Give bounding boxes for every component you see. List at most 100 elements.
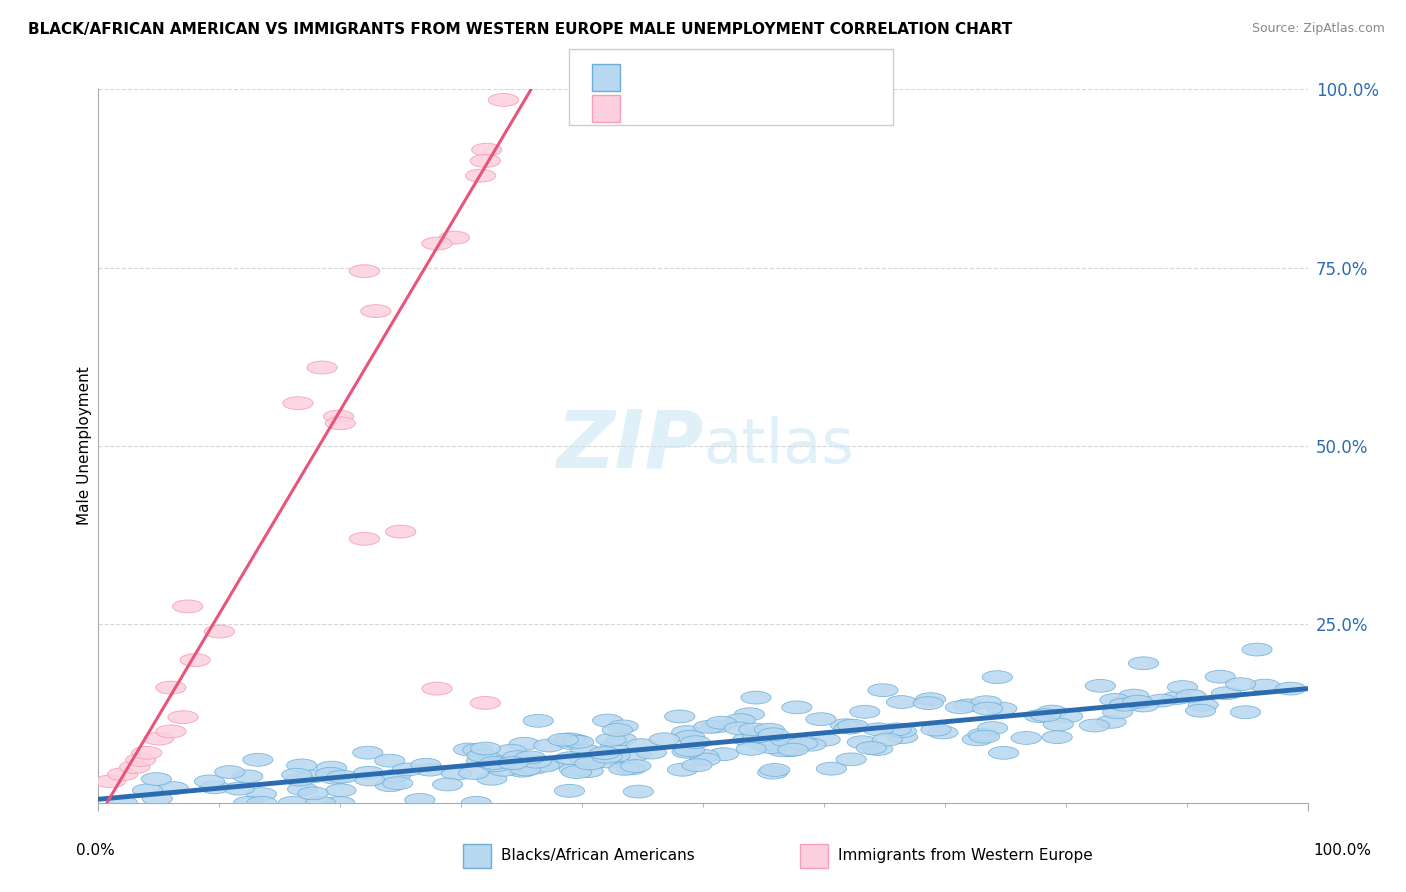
Ellipse shape xyxy=(962,733,993,746)
Ellipse shape xyxy=(1161,691,1192,705)
Ellipse shape xyxy=(1226,678,1256,690)
Ellipse shape xyxy=(592,750,621,764)
Ellipse shape xyxy=(278,797,308,809)
Ellipse shape xyxy=(548,733,578,747)
Ellipse shape xyxy=(489,764,519,776)
Ellipse shape xyxy=(681,736,710,748)
Ellipse shape xyxy=(734,708,765,721)
Text: atlas: atlas xyxy=(703,416,853,476)
Ellipse shape xyxy=(319,772,350,784)
Ellipse shape xyxy=(838,719,868,732)
Ellipse shape xyxy=(609,763,640,775)
Ellipse shape xyxy=(560,764,589,776)
Ellipse shape xyxy=(328,771,357,783)
Ellipse shape xyxy=(522,756,551,768)
Ellipse shape xyxy=(706,716,737,729)
Ellipse shape xyxy=(1212,687,1241,699)
Ellipse shape xyxy=(143,732,174,745)
Ellipse shape xyxy=(758,728,789,740)
Ellipse shape xyxy=(1175,690,1206,702)
Ellipse shape xyxy=(912,697,943,709)
Ellipse shape xyxy=(600,739,630,752)
Ellipse shape xyxy=(1031,709,1060,722)
Ellipse shape xyxy=(477,755,508,768)
Ellipse shape xyxy=(778,743,808,756)
Ellipse shape xyxy=(1185,705,1216,717)
Ellipse shape xyxy=(574,764,603,778)
Ellipse shape xyxy=(886,696,917,708)
Ellipse shape xyxy=(361,305,391,318)
Ellipse shape xyxy=(817,763,846,775)
Ellipse shape xyxy=(415,764,446,776)
Ellipse shape xyxy=(626,739,657,752)
Ellipse shape xyxy=(204,625,235,638)
Ellipse shape xyxy=(863,742,893,756)
Ellipse shape xyxy=(534,739,564,752)
Ellipse shape xyxy=(806,713,837,725)
Ellipse shape xyxy=(675,731,704,743)
Ellipse shape xyxy=(672,725,702,739)
Ellipse shape xyxy=(882,723,911,736)
Text: R =: R = xyxy=(630,70,669,88)
Ellipse shape xyxy=(1095,715,1126,728)
Ellipse shape xyxy=(498,756,529,770)
Ellipse shape xyxy=(325,797,354,809)
Ellipse shape xyxy=(298,787,328,800)
Ellipse shape xyxy=(1146,694,1177,707)
Ellipse shape xyxy=(693,721,724,733)
Ellipse shape xyxy=(758,738,787,750)
Ellipse shape xyxy=(945,701,976,714)
Ellipse shape xyxy=(326,784,356,797)
Ellipse shape xyxy=(461,797,491,809)
Ellipse shape xyxy=(724,722,755,735)
Ellipse shape xyxy=(246,797,277,809)
Ellipse shape xyxy=(510,763,540,776)
Ellipse shape xyxy=(1053,710,1083,723)
Ellipse shape xyxy=(738,723,769,736)
Ellipse shape xyxy=(132,747,162,759)
Ellipse shape xyxy=(305,797,336,809)
Ellipse shape xyxy=(682,759,711,772)
Ellipse shape xyxy=(872,733,903,746)
Ellipse shape xyxy=(848,736,877,748)
Ellipse shape xyxy=(1122,695,1153,708)
Ellipse shape xyxy=(246,788,277,800)
Ellipse shape xyxy=(325,417,356,430)
Ellipse shape xyxy=(1129,657,1159,670)
Ellipse shape xyxy=(488,94,519,106)
Ellipse shape xyxy=(756,732,787,746)
Ellipse shape xyxy=(863,723,893,736)
Ellipse shape xyxy=(564,736,593,748)
Ellipse shape xyxy=(650,733,679,746)
Text: ZIP: ZIP xyxy=(555,407,703,485)
Text: BLACK/AFRICAN AMERICAN VS IMMIGRANTS FROM WESTERN EUROPE MALE UNEMPLOYMENT CORRE: BLACK/AFRICAN AMERICAN VS IMMIGRANTS FRO… xyxy=(28,22,1012,37)
Ellipse shape xyxy=(623,785,654,798)
Ellipse shape xyxy=(481,759,510,772)
Ellipse shape xyxy=(180,654,211,666)
Ellipse shape xyxy=(477,772,508,785)
Ellipse shape xyxy=(702,720,731,733)
Ellipse shape xyxy=(233,797,264,809)
Ellipse shape xyxy=(405,794,434,806)
Ellipse shape xyxy=(668,764,697,776)
Ellipse shape xyxy=(441,767,471,780)
Ellipse shape xyxy=(120,761,150,773)
Ellipse shape xyxy=(768,744,799,756)
Ellipse shape xyxy=(157,781,188,795)
Ellipse shape xyxy=(600,749,630,762)
Ellipse shape xyxy=(380,770,411,782)
Ellipse shape xyxy=(756,740,786,754)
Ellipse shape xyxy=(349,533,380,545)
Ellipse shape xyxy=(637,746,666,759)
Ellipse shape xyxy=(496,744,526,757)
Ellipse shape xyxy=(471,742,501,755)
Ellipse shape xyxy=(953,699,984,712)
Ellipse shape xyxy=(1241,643,1272,656)
Ellipse shape xyxy=(467,749,498,762)
Ellipse shape xyxy=(374,755,405,767)
Ellipse shape xyxy=(689,749,718,763)
Ellipse shape xyxy=(621,747,651,761)
Ellipse shape xyxy=(392,763,423,776)
Ellipse shape xyxy=(849,706,880,718)
Ellipse shape xyxy=(796,739,825,751)
